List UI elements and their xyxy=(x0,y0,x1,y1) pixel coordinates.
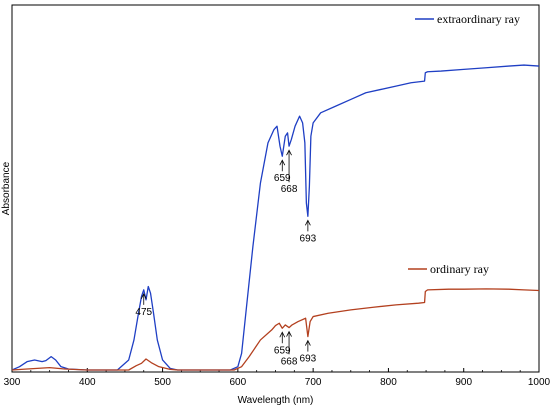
x-tick-label: 700 xyxy=(305,377,322,388)
annotation-arrowhead xyxy=(286,149,292,156)
x-axis-title: Wavelength (nm) xyxy=(238,395,314,406)
series-layer xyxy=(11,64,540,371)
annotation-label: 659 xyxy=(274,345,291,356)
x-tick-label: 1000 xyxy=(528,377,550,388)
x-tick-label: 300 xyxy=(4,377,21,388)
plot-border xyxy=(11,4,540,373)
annotation-arrowhead xyxy=(140,292,147,300)
x-tick-label: 800 xyxy=(380,377,397,388)
annotation-arrowhead xyxy=(305,219,311,226)
x-axis-ticks: 300 400 500 600 700 800 900 1000 xyxy=(4,368,550,388)
x-tick-label: 400 xyxy=(79,377,96,388)
annotation-arrowhead xyxy=(305,339,311,346)
series-line-extraordinary-ray xyxy=(11,64,540,371)
annotation-label: 659 xyxy=(274,173,291,184)
legend-label-ordinary-ray: ordinary ray xyxy=(430,262,489,276)
x-tick-label: 600 xyxy=(230,377,247,388)
annotation-arrowhead xyxy=(279,159,286,166)
y-axis-title: Absorbance xyxy=(1,161,12,215)
legend: extraordinary ray ordinary ray xyxy=(408,12,520,276)
x-tick-label: 900 xyxy=(455,377,472,388)
x-tick-label: 500 xyxy=(154,377,171,388)
annotation-label: 668 xyxy=(281,184,298,195)
annotation-arrowhead xyxy=(279,331,286,338)
annotation-label: 668 xyxy=(281,356,298,367)
annotation-label: 475 xyxy=(135,307,152,318)
annotation-arrowhead xyxy=(286,330,292,337)
legend-label-extraordinary-ray: extraordinary ray xyxy=(437,12,520,26)
annotation-label: 693 xyxy=(300,354,317,365)
plot-frame xyxy=(11,4,540,373)
series-line-ordinary-ray xyxy=(11,288,540,371)
annotation-label: 693 xyxy=(300,233,317,244)
